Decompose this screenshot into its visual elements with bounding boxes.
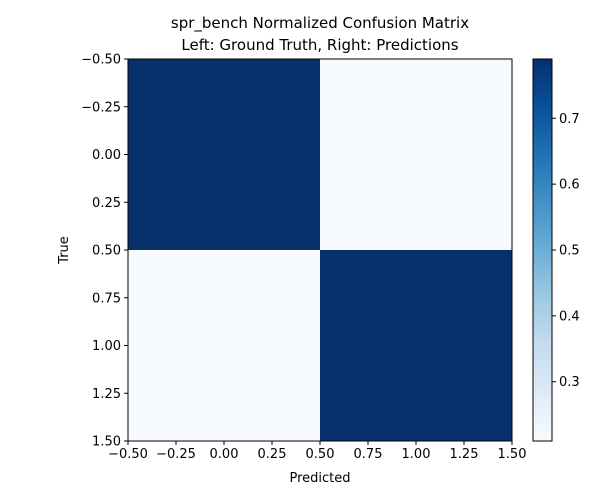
colorbar-tick-label: 0.6 xyxy=(559,178,580,193)
y-axis-ticks: −0.50 −0.25 0.00 0.25 0.50 0.75 1.00 1.25 1.50 xyxy=(81,53,128,450)
x-tick-label: 0.25 xyxy=(258,447,287,462)
y-tick-label: 0.00 xyxy=(92,148,121,163)
x-tick-label: −0.25 xyxy=(156,447,196,462)
y-axis-label: True xyxy=(57,236,72,265)
y-tick-label: 0.50 xyxy=(92,244,121,259)
x-tick-label: 1.50 xyxy=(498,447,527,462)
colorbar-tick-label: 0.4 xyxy=(559,309,580,324)
chart-title: spr_bench Normalized Confusion Matrix xyxy=(171,14,469,33)
heatmap-cell xyxy=(320,59,512,250)
x-tick-label: −0.50 xyxy=(108,447,148,462)
colorbar-tick-label: 0.3 xyxy=(559,375,580,390)
heatmap-cells xyxy=(128,59,512,441)
chart-subtitle: Left: Ground Truth, Right: Predictions xyxy=(181,36,458,54)
heatmap-cell xyxy=(128,250,320,441)
x-tick-label: 0.50 xyxy=(306,447,335,462)
colorbar xyxy=(532,58,553,442)
colorbar-tick-label: 0.7 xyxy=(559,112,580,127)
x-tick-label: 1.00 xyxy=(402,447,431,462)
y-tick-label: 1.25 xyxy=(92,387,121,402)
y-tick-label: 1.00 xyxy=(92,339,121,354)
colorbar-tick-label: 0.5 xyxy=(559,244,580,259)
y-tick-label: 1.50 xyxy=(92,435,121,450)
y-tick-label: 0.75 xyxy=(92,291,121,306)
colorbar-ticks: 0.3 0.4 0.5 0.6 0.7 xyxy=(552,112,580,390)
x-axis-ticks: −0.50 −0.25 0.00 0.25 0.50 0.75 1.00 1.25 1.50 xyxy=(108,441,526,462)
y-tick-label: −0.25 xyxy=(81,100,121,115)
heatmap-cell xyxy=(320,250,512,441)
x-axis-label: Predicted xyxy=(289,471,350,486)
x-tick-label: 1.25 xyxy=(450,447,479,462)
x-tick-label: 0.75 xyxy=(354,447,383,462)
x-tick-label: 0.00 xyxy=(210,447,239,462)
y-tick-label: −0.50 xyxy=(81,53,121,68)
heatmap-cell xyxy=(128,59,320,250)
y-tick-label: 0.25 xyxy=(92,196,121,211)
